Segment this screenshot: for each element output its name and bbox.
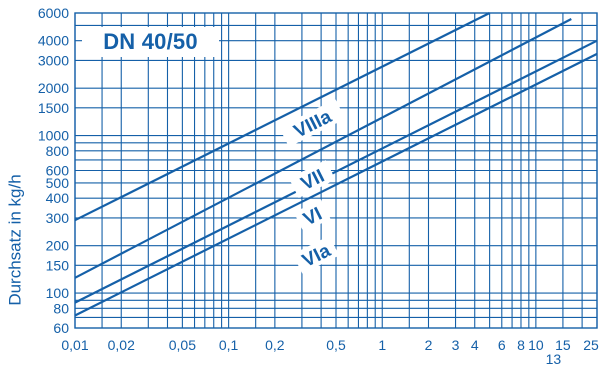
y-tick-label: 800 — [46, 143, 70, 159]
x-tick-label: 25 — [583, 337, 599, 353]
series-label-group-via: VIa — [292, 235, 340, 274]
x-tick-label: 8 — [517, 337, 525, 353]
series-label-bg — [288, 159, 336, 199]
x-tick-label: 0,05 — [169, 337, 196, 353]
x-tick-label: 2 — [425, 337, 433, 353]
series-line-viiia — [74, 12, 491, 222]
x-tick-label: 3 — [452, 337, 460, 353]
chart-title-box: DN 40/50 — [82, 27, 219, 57]
y-tick-label: 60 — [53, 320, 69, 336]
series-line-vi — [74, 39, 598, 304]
y-tick-label: 1000 — [38, 128, 69, 144]
x-tick-label-extra: 13 — [546, 351, 562, 367]
y-tick-label: 6000 — [38, 5, 69, 21]
series-label-bg — [292, 235, 340, 274]
plot-frame — [74, 12, 598, 329]
grid-lines — [74, 12, 598, 329]
series-line-vii — [74, 18, 572, 279]
x-tick-label: 10 — [528, 337, 544, 353]
series-label-bg — [293, 199, 331, 233]
x-tick-label: 0,02 — [108, 337, 135, 353]
y-tick-label: 400 — [46, 190, 70, 206]
y-tick-label: 2000 — [38, 80, 69, 96]
y-tick-label: 300 — [46, 210, 70, 226]
y-tick-label: 200 — [46, 238, 70, 254]
y-axis-label-container: Durchsatz in kg/h — [1, 140, 31, 340]
y-tick-label: 80 — [53, 300, 69, 316]
series-label-group-vii: VII — [288, 159, 336, 199]
y-tick-label: 100 — [46, 285, 70, 301]
y-tick-label: 600 — [46, 163, 70, 179]
x-tick-label: 4 — [471, 337, 479, 353]
x-tick-label: 15 — [555, 337, 571, 353]
y-tick-label: 1500 — [38, 100, 69, 116]
y-tick-label: 4000 — [38, 33, 69, 49]
x-tick-label: 0,1 — [219, 337, 239, 353]
y-tick-label: 3000 — [38, 52, 69, 68]
series-line-via — [74, 52, 598, 317]
y-tick-label: 500 — [46, 175, 70, 191]
x-tick-label: 0,5 — [326, 337, 346, 353]
y-axis-label: Durchsatz in kg/h — [6, 174, 25, 306]
series-lines — [74, 12, 598, 317]
x-tick-label: 1 — [378, 337, 386, 353]
chart-title: DN 40/50 — [103, 29, 198, 54]
y-tick-label: 150 — [46, 257, 70, 273]
x-tick-label: 0,2 — [265, 337, 285, 353]
x-tick-label: 0,01 — [61, 337, 88, 353]
series-label-bg — [279, 99, 346, 148]
x-tick-label: 6 — [498, 337, 506, 353]
